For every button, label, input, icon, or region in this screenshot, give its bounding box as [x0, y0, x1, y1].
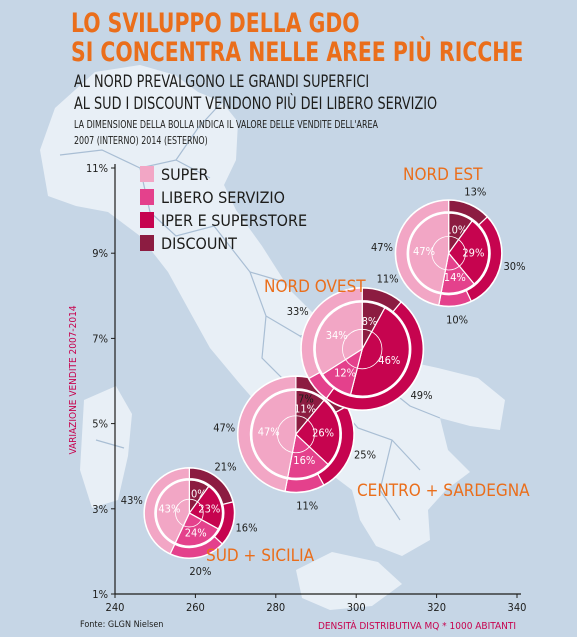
- y-tick-label: 3%: [92, 503, 108, 516]
- legend-swatch: [140, 212, 154, 228]
- inner-pie-slice: [408, 212, 450, 294]
- inner-decoration-circle: [431, 235, 466, 271]
- area-name-label: SUD + SICILIA: [206, 546, 315, 566]
- x-tick-label: 320: [427, 601, 446, 614]
- inner-decoration-circle: [277, 415, 315, 454]
- y-tick-label: 9%: [92, 247, 108, 260]
- legend-swatch: [140, 235, 154, 251]
- outer-value-label: 30%: [504, 260, 526, 273]
- inner-value-label: 8%: [362, 315, 378, 328]
- outer-value-label: 49%: [411, 389, 433, 402]
- chart-note-line1: LA DIMENSIONE DELLA BOLLA INDICA IL VALO…: [74, 119, 378, 131]
- inner-decoration-circle: [342, 328, 383, 370]
- inner-value-label: 47%: [258, 426, 280, 439]
- x-tick-label: 260: [186, 601, 205, 614]
- inner-value-label: 47%: [413, 245, 435, 258]
- inner-value-label: 29%: [462, 246, 484, 259]
- y-tick-label: 11%: [86, 162, 108, 175]
- outer-value-label: 11%: [377, 273, 399, 286]
- y-tick-label: 7%: [92, 332, 108, 345]
- bubble-nord-ovest: 11% 49% 7% 33% 8% 46% 12% 34% NORD OVEST: [264, 273, 433, 412]
- bubble-sud-sicilia: 21%16%20%43%10%23%24%43%SUD + SICILIA: [121, 460, 315, 578]
- inner-value-label: 11%: [294, 403, 316, 416]
- x-tick-label: 280: [266, 601, 285, 614]
- inner-value-label: 34%: [326, 329, 348, 342]
- outer-value-label: 47%: [371, 241, 393, 254]
- area-name-label: CENTRO + SARDEGNA: [357, 481, 530, 501]
- outer-value-label: 20%: [189, 565, 211, 578]
- bubble-nord-est: 13% 30% 10% 47% 10% 29% 14% 47% NORD EST: [371, 165, 526, 327]
- inner-value-label: 43%: [158, 503, 180, 516]
- outer-value-label: 21%: [215, 460, 237, 473]
- chart-title-line1: LO SVILUPPO DELLA GDO: [71, 8, 360, 39]
- inner-value-label: 24%: [185, 527, 207, 540]
- inner-pie-slice: [155, 479, 190, 544]
- chart-note-line2: 2007 (INTERNO) 2014 (ESTERNO): [74, 135, 208, 147]
- legend-label: LIBERO SERVIZIO: [161, 188, 285, 207]
- x-tick-label: 340: [508, 601, 527, 614]
- chart-subtitle-line2: AL SUD I DISCOUNT VENDONO PIÙ DEI LIBERO…: [74, 94, 438, 114]
- legend-label: IPER E SUPERSTORE: [161, 211, 307, 230]
- inner-pie-slice: [314, 301, 363, 376]
- bubbles: 21%16%20%43%10%23%24%43%SUD + SICILIA17%…: [121, 165, 530, 578]
- inner-pie-slice: [286, 433, 329, 479]
- legend: SUPER LIBERO SERVIZIO IPER E SUPERSTORE DIS…: [140, 165, 307, 253]
- x-axis-label: DENSITÀ DISTRIBUTIVA MQ * 1000 ABITANTI: [318, 619, 516, 632]
- area-name-label: NORD EST: [403, 165, 483, 185]
- y-tick-label: 1%: [92, 588, 108, 601]
- inner-pie-slice: [251, 389, 297, 479]
- source-note: Fonte: GLGN Nielsen: [80, 620, 164, 630]
- inner-pie-slice: [188, 485, 223, 530]
- axes: 1% 3% 5% 7% 9% 11% 240 260 280 300 320 340 VARIAZION…: [68, 162, 526, 632]
- outer-value-label: 47%: [213, 422, 235, 435]
- outer-value-label: 11%: [296, 499, 318, 512]
- chart-subtitle-line1: AL NORD PREVALGONO LE GRANDI SUPERFICI: [74, 72, 370, 92]
- outer-value-label: 25%: [354, 448, 376, 461]
- inner-pie-slice: [349, 307, 410, 397]
- inner-value-label: 46%: [378, 354, 400, 367]
- x-tick-label: 300: [347, 601, 366, 614]
- legend-swatch: [140, 189, 154, 205]
- inner-value-label: 23%: [198, 503, 220, 516]
- legend-swatch: [140, 166, 154, 182]
- outer-value-label: 13%: [464, 186, 486, 199]
- inner-value-label: 12%: [334, 367, 356, 380]
- legend-label: DISCOUNT: [161, 234, 237, 253]
- outer-ring-slice: [143, 467, 190, 555]
- y-tick-label: 5%: [92, 418, 108, 431]
- chart-title-line2: SI CONCENTRA NELLE AREE PIÙ RICCHE: [71, 37, 524, 68]
- outer-value-label: 16%: [236, 522, 258, 535]
- legend-label: SUPER: [161, 165, 208, 184]
- inner-value-label: 10%: [445, 224, 467, 237]
- inner-decoration-circle: [175, 498, 204, 528]
- inner-value-label: 14%: [444, 271, 466, 284]
- x-tick-label: 240: [106, 601, 125, 614]
- y-axis-label: VARIAZIONE VENDITE 2007-2014: [68, 305, 79, 454]
- outer-value-label: 7%: [298, 393, 314, 406]
- area-name-label: NORD OVEST: [264, 277, 366, 297]
- inner-pie-slice: [295, 399, 341, 466]
- inner-pie-slice: [447, 220, 490, 285]
- outer-value-label: 43%: [121, 494, 143, 507]
- inner-value-label: 26%: [312, 427, 334, 440]
- outer-value-label: 33%: [287, 305, 309, 318]
- outer-value-label: 10%: [446, 314, 468, 327]
- inner-value-label: 16%: [293, 454, 315, 467]
